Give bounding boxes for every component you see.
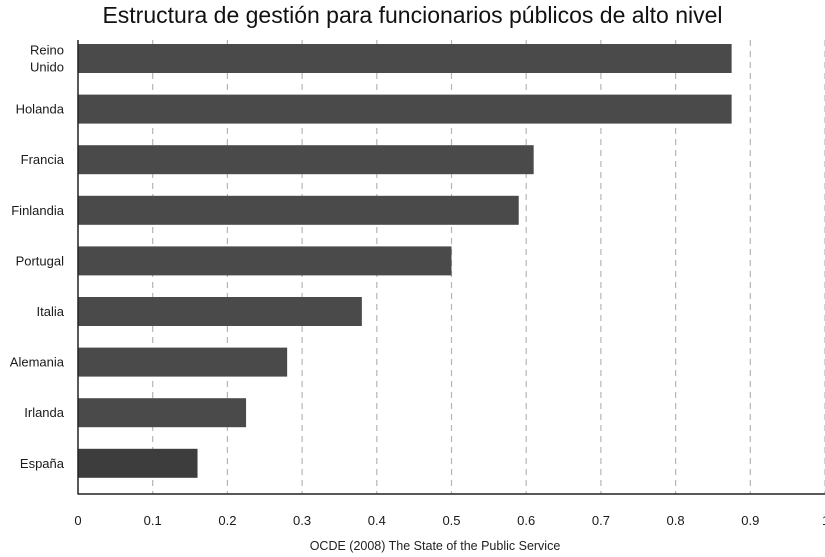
x-tick-label: 0 [74,513,81,528]
x-tick-label: 0.8 [667,513,685,528]
bar [78,94,732,124]
x-tick-label: 1 [822,513,825,528]
bar [78,195,519,225]
x-tick-label: 0.2 [218,513,236,528]
chart-title: Estructura de gestión para funcionarios … [102,2,723,28]
bar [78,297,362,326]
category-label: Francia [21,152,65,167]
category-label: Alemania [10,355,65,370]
x-tick-label: 0.4 [368,513,386,528]
chart-source: OCDE (2008) The State of the Public Serv… [309,539,561,553]
bar [78,145,534,175]
x-tick-label: 0.7 [592,513,610,528]
x-tick-label: 0.5 [442,513,460,528]
category-label: Italia [37,304,65,319]
bar [78,44,732,73]
x-tick-label: 0.3 [293,513,311,528]
category-label: Portugal [16,253,65,268]
x-tick-label: 0.6 [517,513,535,528]
bar [78,246,452,276]
category-label: Unido [30,60,64,75]
x-tick-label: 0.1 [144,513,162,528]
category-label: Irlanda [24,405,65,420]
category-label: Holanda [16,102,65,117]
x-tick-label: 0.9 [741,513,759,528]
category-label: Finlandia [11,203,65,218]
bar [78,448,198,478]
category-label: Reino [30,43,64,58]
bar [78,347,288,377]
bar [78,398,247,428]
category-label: España [20,456,65,471]
